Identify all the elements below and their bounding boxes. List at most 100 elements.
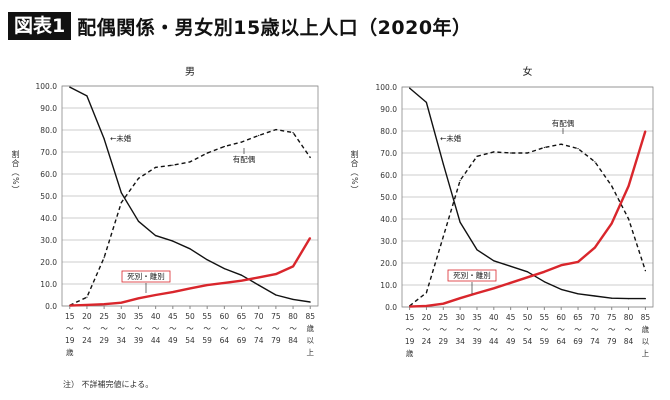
x-tick-label: 50 [523,313,533,322]
data-point [240,280,243,282]
data-point [459,297,461,299]
data-point [172,240,174,242]
data-point [409,305,411,308]
data-point [223,145,225,148]
data-point [510,265,512,267]
y-tick-label: 70.0 [40,148,57,157]
data-point [69,304,71,307]
x-tick-label: 24 [82,336,92,345]
x-tick-label: 20 [422,313,432,322]
y-tick-label: 10.0 [40,280,57,289]
x-tick-label: 60 [220,312,230,321]
x-tick-label: 〜 [203,324,211,333]
x-tick-label: 74 [590,337,600,346]
data-point [442,303,444,305]
figure-title: 配偶関係・男女別15歳以上人口（2020年） [77,16,472,39]
x-tick-label: 84 [624,337,634,346]
x-tick-label: 歳 [306,323,314,333]
series-line-0 [69,86,311,303]
data-point [292,132,294,134]
y-tick-label: 70.0 [380,149,397,158]
data-point [543,281,545,283]
data-point [189,287,191,289]
x-tick-label: 〜 [100,324,108,333]
label-haigu: 有配偶 [552,118,575,128]
data-point [594,161,596,163]
data-point [493,260,495,262]
x-tick-label: 44 [489,337,499,346]
x-tick-label: 〜 [406,325,414,334]
data-point [476,292,478,294]
x-tick-label: 〜 [272,324,280,333]
x-tick-label: 44 [151,336,161,345]
x-tick-label: 80 [288,312,298,321]
x-tick-label: 49 [506,337,516,346]
label-shibetsu: 死別・離別 [127,271,165,281]
x-tick-label: 75 [271,312,281,321]
x-tick-label: 79 [271,336,281,345]
data-point [103,303,105,305]
x-tick-label: 59 [540,337,550,346]
x-tick-label: 60 [556,313,566,322]
x-tick-label: 34 [455,337,465,346]
data-point [223,282,225,284]
data-point [275,273,277,275]
x-tick-label: 〜 [423,325,431,334]
x-tick-label: 34 [117,336,127,345]
x-tick-label: 歳 [406,348,414,358]
data-point [258,284,260,286]
y-tick-label: 80.0 [380,127,397,136]
data-point [292,298,294,300]
data-point [611,222,613,224]
data-point [594,247,596,249]
x-tick-label: 29 [99,336,109,345]
data-point [627,298,630,300]
x-tick-label: 25 [439,313,449,322]
label-shibetsu: 死別・離別 [453,270,491,280]
x-tick-label: 85 [641,313,651,322]
data-point [258,134,260,137]
data-point [627,218,630,220]
x-tick-label: 〜 [289,324,297,333]
x-tick-label: 54 [185,336,195,345]
x-tick-label: 75 [607,313,617,322]
chart-title: 女 [523,65,533,78]
x-tick-label: 上 [642,349,650,358]
x-tick-label: 69 [573,337,583,346]
data-point [560,288,562,290]
data-point [206,259,208,261]
x-tick-label: 〜 [524,325,532,334]
x-tick-label: 64 [220,336,230,345]
x-tick-label: 30 [117,312,127,321]
x-tick-label: 上 [306,348,314,357]
label-box-shibetsu [447,269,497,282]
x-tick-label: 49 [168,336,178,345]
y-tick-label: 0.0 [45,302,57,311]
data-point [459,221,461,223]
chart-1: 女 0.0 10.0 20.0 30.0 40.0 50.0 60.0 70.0 80.0 90.0… [376,65,654,358]
x-tick-label: 70 [254,312,264,321]
data-point [644,270,646,272]
data-point [189,248,191,250]
data-point [309,301,311,303]
data-point [86,304,88,306]
y-tick-label: 60.0 [40,170,57,179]
y-tick-label: 80.0 [40,126,57,135]
x-tick-label: 54 [523,337,533,346]
data-point [309,156,311,159]
series-line-0 [409,87,646,300]
x-tick-label: 〜 [574,325,582,334]
y-tick-label: 20.0 [380,259,397,268]
x-tick-label: 39 [134,336,144,345]
x-tick-label: 以 [642,337,650,346]
data-point [103,257,105,259]
data-point [493,287,495,289]
x-tick-label: 35 [472,313,482,322]
label-mikon: ←未婚 [110,133,132,143]
y-axis-label-female: 割合（%） [350,150,359,195]
data-point [206,152,208,154]
data-point [172,291,174,293]
y-tick-label: 10.0 [380,281,397,290]
x-tick-label: 25 [99,312,109,321]
